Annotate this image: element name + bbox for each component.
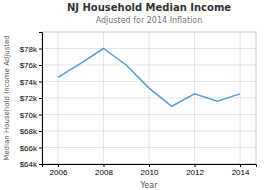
y-tick: $70k — [20, 111, 42, 120]
y-tick-mark — [39, 115, 42, 116]
y-tick: $78k — [20, 45, 42, 54]
plot-frame — [42, 32, 256, 164]
y-tick-label: $66k — [20, 144, 38, 153]
y-tick-mark — [39, 148, 42, 149]
grid-line-y — [42, 147, 256, 148]
y-tick: $68k — [20, 127, 42, 136]
x-axis-title: Year — [140, 181, 159, 190]
x-axis-line — [43, 165, 257, 168]
grid — [42, 32, 256, 164]
chart: 2006 2008 2010 2012 2014 $64k $66k $68k $70k $72k… — [0, 0, 266, 190]
grid-line-y — [42, 65, 256, 66]
x-axis: 2006 2008 2010 2012 2014 — [43, 164, 257, 177]
x-tick-mark — [195, 164, 196, 167]
x-tick-label: 2010 — [141, 168, 159, 177]
x-tick: 2008 — [95, 164, 113, 177]
y-tick-label: $74k — [20, 78, 38, 87]
y-tick: $72k — [20, 94, 42, 103]
y-tick-mark — [39, 82, 42, 83]
y-tick: $66k — [20, 144, 42, 153]
y-tick-label: $68k — [20, 127, 38, 136]
y-tick-mark — [39, 65, 42, 66]
x-tick-label: 2008 — [95, 168, 113, 177]
y-tick-label: $72k — [20, 94, 38, 103]
x-tick: 2012 — [186, 164, 204, 177]
line — [58, 49, 240, 107]
y-tick-mark — [39, 164, 42, 165]
y-axis: $64k $66k $68k $70k $72k $74k $76k $78k — [20, 33, 43, 170]
x-tick-label: 2006 — [50, 168, 68, 177]
y-tick: $64k — [20, 160, 42, 169]
grid-line-y — [42, 98, 256, 99]
y-axis-title: Median Household Income Adjusted — [3, 35, 11, 161]
y-tick-mark — [39, 98, 42, 99]
x-tick-mark — [103, 164, 104, 167]
y-tick-mark — [39, 49, 42, 50]
grid-line-y — [42, 81, 256, 82]
plot-area — [58, 49, 240, 107]
x-tick-mark — [149, 164, 150, 167]
y-tick-label: $70k — [20, 111, 38, 120]
x-tick-label: 2014 — [232, 168, 250, 177]
x-tick-mark — [240, 164, 241, 167]
y-tick: $76k — [20, 61, 42, 70]
y-tick-mark — [39, 131, 42, 132]
grid-line-y — [42, 114, 256, 115]
title: NJ Household Median Income — [67, 2, 231, 13]
x-tick: 2014 — [232, 164, 250, 177]
subtitle: Adjusted for 2014 Inflation — [96, 16, 203, 25]
y-axis-line — [39, 33, 43, 165]
x-tick: 2006 — [50, 164, 68, 177]
y-tick: $74k — [20, 78, 42, 87]
grid-line-y — [42, 131, 256, 132]
y-tick-label: $64k — [20, 160, 38, 169]
x-tick-label: 2012 — [186, 168, 204, 177]
x-tick-mark — [58, 164, 59, 167]
grid-line-y — [42, 48, 256, 49]
y-tick-label: $78k — [20, 45, 38, 54]
y-tick-label: $76k — [20, 61, 38, 70]
x-tick: 2010 — [141, 164, 159, 177]
